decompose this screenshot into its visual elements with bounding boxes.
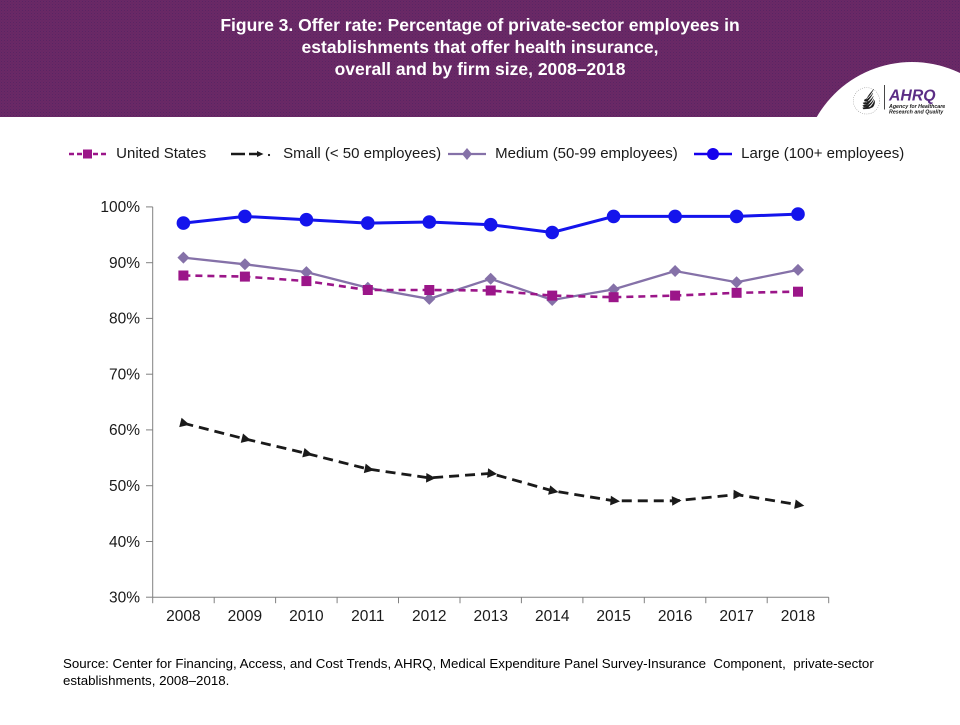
svg-text:Research and Quality: Research and Quality — [889, 110, 944, 116]
svg-text:2008: 2008 — [166, 608, 200, 625]
svg-text:2018: 2018 — [781, 608, 815, 625]
svg-text:70%: 70% — [109, 367, 140, 384]
svg-text:2009: 2009 — [228, 608, 262, 625]
svg-text:2015: 2015 — [596, 608, 630, 625]
svg-text:2017: 2017 — [719, 608, 753, 625]
svg-text:30%: 30% — [109, 590, 140, 607]
svg-text:100%: 100% — [100, 199, 140, 216]
svg-text:2014: 2014 — [535, 608, 570, 625]
svg-text:90%: 90% — [109, 255, 140, 272]
svg-text:AHRQ: AHRQ — [888, 88, 936, 105]
svg-text:2016: 2016 — [658, 608, 692, 625]
svg-text:2010: 2010 — [289, 608, 324, 625]
svg-text:2011: 2011 — [351, 608, 384, 625]
svg-text:2012: 2012 — [412, 608, 446, 625]
svg-text:2013: 2013 — [473, 608, 507, 625]
svg-text:50%: 50% — [109, 478, 140, 495]
svg-text:80%: 80% — [109, 311, 140, 328]
svg-text:40%: 40% — [109, 534, 140, 551]
svg-text:60%: 60% — [109, 422, 140, 439]
